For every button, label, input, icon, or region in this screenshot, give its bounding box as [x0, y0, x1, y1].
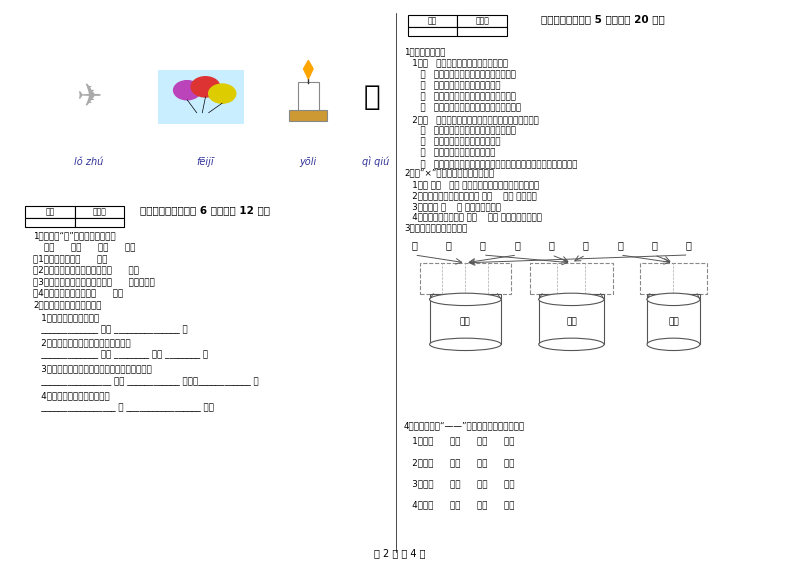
Text: 公: 公	[583, 240, 589, 250]
Text: 小心      放心      细心      开心: 小心 放心 细心 开心	[34, 243, 136, 252]
Text: 长: 长	[617, 240, 623, 250]
FancyBboxPatch shape	[26, 206, 74, 218]
Text: 3．足球［ 被    把 ］踢进湖里了。: 3．足球［ 被 把 ］踢进湖里了。	[404, 202, 501, 211]
Text: 六、综合题（每题 5 分，共计 20 分）: 六、综合题（每题 5 分，共计 20 分）	[542, 14, 665, 24]
Text: （4）小朋友过马路时要（      ）。: （4）小朋友过马路时要（ ）。	[34, 288, 123, 297]
Text: 无: 无	[446, 240, 451, 250]
Text: 1．铅笔      尺子      牛奶      小刀: 1．铅笔 尺子 牛奶 小刀	[404, 437, 514, 446]
Text: （   ）上课的时候，年老师认真地讲课。: （ ）上课的时候，年老师认真地讲课。	[404, 93, 516, 102]
FancyBboxPatch shape	[74, 218, 124, 228]
FancyBboxPatch shape	[639, 263, 707, 294]
FancyBboxPatch shape	[408, 15, 458, 27]
Text: 2．用“×”把句子中错误的词划掉。: 2．用“×”把句子中错误的词划掉。	[404, 168, 494, 177]
FancyBboxPatch shape	[538, 294, 604, 344]
Text: （3）奶奶的身体好了，妈妈才（      ）地回家。: （3）奶奶的身体好了，妈妈才（ ）地回家。	[34, 277, 155, 286]
FancyBboxPatch shape	[458, 27, 507, 36]
Circle shape	[209, 84, 236, 103]
Text: （2）妹妹得到了洋娃娃，非常（      ）。: （2）妹妹得到了洋娃娃，非常（ ）。	[34, 266, 139, 275]
Text: 4．读一读，用“——”画出不是同一类的词语。: 4．读一读，用“——”画出不是同一类的词语。	[404, 421, 526, 431]
Text: 得分: 得分	[428, 16, 438, 25]
Text: 4．巧巧太粗心了，［ 可以    所以 ］把錢夹弄丢了。: 4．巧巧太粗心了，［ 可以 所以 ］把錢夹弄丢了。	[404, 213, 542, 222]
Text: 也: 也	[514, 240, 520, 250]
Text: 1．小蟆蚪已经长大了。: 1．小蟆蚪已经长大了。	[34, 313, 99, 322]
Text: 2．（   ）妈妈劝他不要躚着看书，说那样容易近视。: 2．（ ）妈妈劝他不要躚着看书，说那样容易近视。	[404, 115, 538, 124]
Text: 3．爸爸      妈妈      爷爷      工人: 3．爸爸 妈妈 爷爷 工人	[404, 479, 514, 488]
Ellipse shape	[647, 338, 700, 350]
Text: 四画: 四画	[566, 317, 577, 326]
Text: yōli: yōli	[300, 157, 317, 167]
Text: lǒ zhú: lǒ zhú	[74, 157, 104, 167]
Text: （   ）小松不信，继续躚着看。: （ ）小松不信，继续躚着看。	[404, 149, 495, 158]
Text: 三画: 三画	[460, 317, 470, 326]
Text: ________________ 一边 ____________ ，一边____________ 。: ________________ 一边 ____________ ，一边____…	[34, 377, 259, 386]
FancyBboxPatch shape	[298, 82, 318, 111]
Text: 五画: 五画	[668, 317, 679, 326]
Text: 4．陈老师正忙着改作业呢！: 4．陈老师正忙着改作业呢！	[34, 391, 110, 400]
Text: 4．种子      小马      公鸡      鱼儿: 4．种子 小马 公鸡 鱼儿	[404, 501, 514, 510]
Text: 1．［ 只是   只有 ］诚实的人才能赢得大家的尊敬。: 1．［ 只是 只有 ］诚实的人才能赢得大家的尊敬。	[404, 181, 539, 190]
Ellipse shape	[538, 338, 604, 350]
Text: 头: 头	[651, 240, 658, 250]
Text: ✈: ✈	[76, 82, 102, 111]
Polygon shape	[303, 60, 313, 79]
Text: 目: 目	[480, 240, 486, 250]
FancyBboxPatch shape	[74, 206, 124, 218]
Text: 评卷人: 评卷人	[93, 207, 106, 216]
Text: qì qiú: qì qiú	[362, 156, 390, 167]
Circle shape	[174, 81, 201, 100]
FancyBboxPatch shape	[419, 263, 511, 294]
Ellipse shape	[430, 338, 501, 350]
FancyBboxPatch shape	[430, 294, 501, 344]
Text: （   ）和老师看见了，耕心地给他讲解。: （ ）和老师看见了，耕心地给他讲解。	[404, 70, 516, 79]
Text: （   ）小宁有一道题不会做，举手问老师。: （ ）小宁有一道题不会做，举手问老师。	[404, 104, 521, 112]
Circle shape	[191, 77, 220, 97]
Text: 出: 出	[549, 240, 554, 250]
Text: 评卷人: 评卷人	[475, 16, 489, 25]
Text: 2．工程师架的桥不但轻巧［ 而是    而且 ］平稳。: 2．工程师架的桥不但轻巧［ 而是 而且 ］平稳。	[404, 192, 537, 201]
FancyBboxPatch shape	[289, 111, 327, 120]
FancyBboxPatch shape	[408, 27, 458, 36]
Text: （   ）不一会儿，小宁就会做了。: （ ）不一会儿，小宁就会做了。	[404, 81, 501, 90]
Text: （   ）小松见妈妈生气了，赶快放下书，并保证以后不躚着看书了。: （ ）小松见妈妈生气了，赶快放下书，并保证以后不躚着看书了。	[404, 160, 578, 169]
Text: _____________ 已经 _______________ 。: _____________ 已经 _______________ 。	[34, 325, 188, 334]
Text: 五、补充句子（每题 6 分，共计 12 分）: 五、补充句子（每题 6 分，共计 12 分）	[140, 205, 270, 215]
FancyBboxPatch shape	[158, 71, 244, 124]
Text: 3．我能让花儿开得更美。: 3．我能让花儿开得更美。	[404, 224, 467, 232]
FancyBboxPatch shape	[647, 294, 700, 344]
Text: 3．我和妈妈一边散步，一边欣赏美丽的景色。: 3．我和妈妈一边散步，一边欣赏美丽的景色。	[34, 364, 152, 373]
FancyBboxPatch shape	[530, 263, 614, 294]
Text: 马: 马	[686, 240, 691, 250]
Text: 1．给句子排队。: 1．给句子排队。	[404, 47, 446, 56]
Text: 🍐: 🍐	[364, 83, 381, 111]
Ellipse shape	[647, 293, 700, 306]
Text: 2．把下面的句子补充完整。: 2．把下面的句子补充完整。	[34, 301, 102, 310]
FancyBboxPatch shape	[458, 15, 507, 27]
Ellipse shape	[538, 293, 604, 306]
Text: _____________ 那么 ________ 那么 ________ 。: _____________ 那么 ________ 那么 ________ 。	[34, 350, 209, 359]
Text: 子: 子	[411, 240, 418, 250]
Text: （   ）晚上，小松躚在床上看书。: （ ）晚上，小松躚在床上看书。	[404, 137, 501, 146]
Text: 第 2 页 共 4 页: 第 2 页 共 4 页	[374, 549, 426, 558]
FancyBboxPatch shape	[26, 218, 74, 228]
Text: 1．（   ）老师讲课后让大家做练习题。: 1．（ ）老师讲课后让大家做练习题。	[404, 59, 508, 68]
Text: fēijī: fēijī	[196, 157, 214, 167]
Text: 2．大米      玉米      土豆      黄豆: 2．大米 玉米 土豆 黄豆	[404, 458, 514, 467]
Text: 2．佳佳的草坪那么宽阔，那么平坦。: 2．佳佳的草坪那么宽阔，那么平坦。	[34, 338, 131, 347]
Ellipse shape	[430, 293, 501, 306]
Text: 1．选择和“心”组成的词语填在句: 1．选择和“心”组成的词语填在句	[34, 231, 116, 240]
Text: （   ）妈妈生气了，说小松不听她的话。: （ ）妈妈生气了，说小松不听她的话。	[404, 126, 516, 135]
Text: （1）班长做事很（      ）。: （1）班长做事很（ ）。	[34, 254, 108, 263]
Text: _________________ 正 _________________ 呢！: _________________ 正 _________________ 呢！	[34, 403, 214, 412]
Text: 得分: 得分	[46, 207, 54, 216]
